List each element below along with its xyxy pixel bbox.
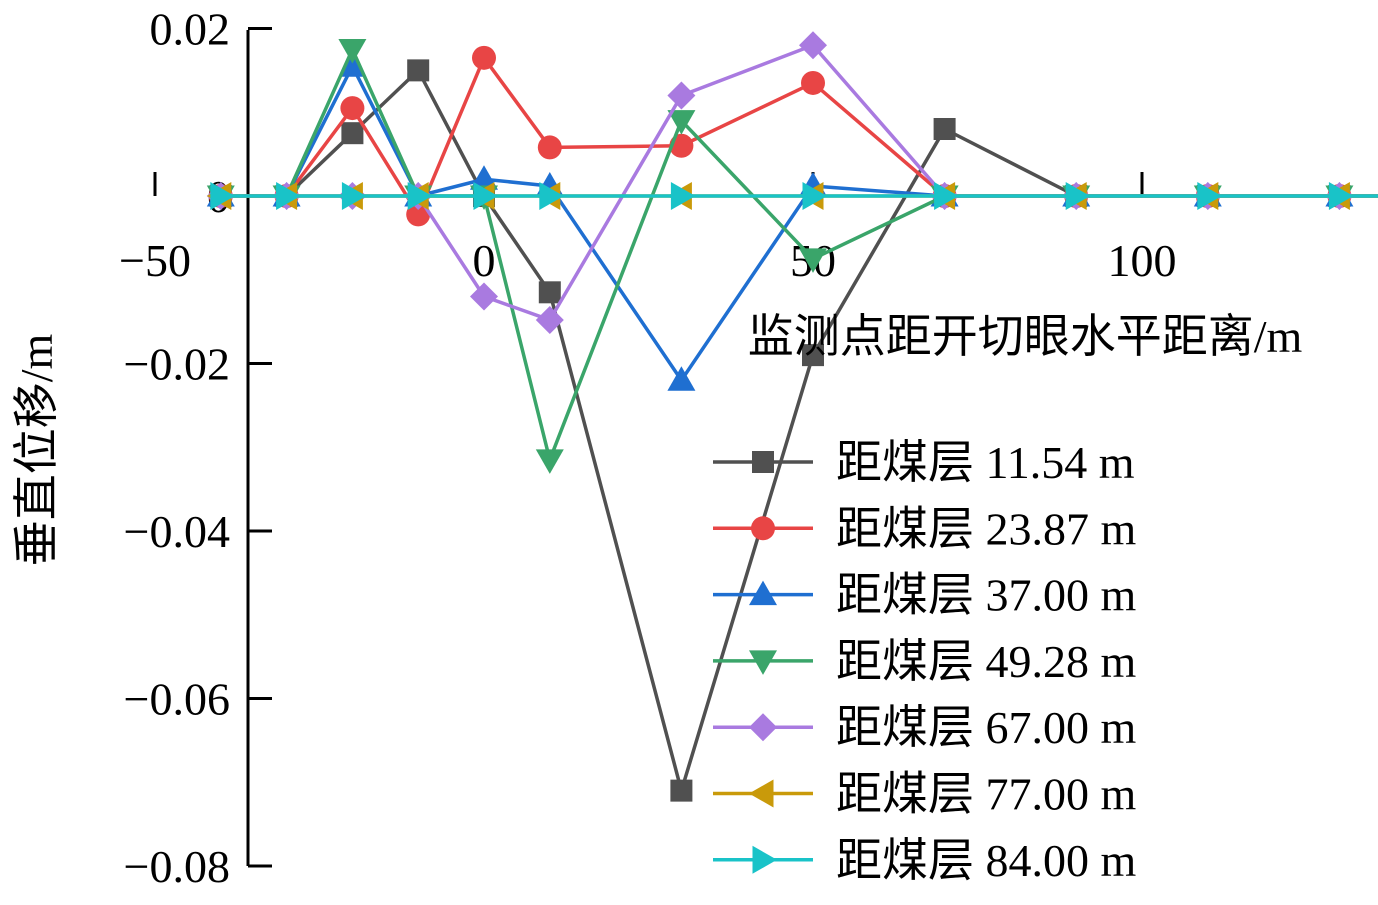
x-axis-label: 监测点距开切眼水平距离/m (748, 311, 1303, 362)
legend-swatch-marker (752, 451, 774, 473)
legend-item: 距煤层 11.54 m (713, 437, 1135, 488)
legend-label: 距煤层 67.00 m (836, 702, 1137, 753)
legend-label: 距煤层 49.28 m (836, 636, 1137, 687)
data-point (801, 70, 825, 95)
legend-swatch-marker (749, 580, 777, 606)
data-point (535, 305, 564, 334)
data-point (341, 122, 364, 145)
data-point (472, 45, 496, 70)
legend-swatch-marker (749, 713, 777, 742)
series-layer (206, 31, 1378, 802)
y-tick-label: −0.08 (124, 841, 230, 892)
data-point (276, 182, 301, 210)
legend-label: 距煤层 77.00 m (836, 769, 1137, 820)
data-point (340, 96, 365, 121)
data-point (538, 281, 561, 304)
data-point (802, 182, 827, 210)
legend-label: 距煤层 11.54 m (836, 437, 1135, 488)
legend-item: 距煤层 67.00 m (713, 702, 1137, 753)
data-point (802, 344, 824, 367)
data-point (934, 182, 959, 210)
axes: 0.020−0.02−0.04−0.06−0.08−50050100150200… (119, 4, 1312, 892)
x-tick-label: 0 (473, 235, 496, 286)
data-point (341, 182, 367, 210)
legend-swatch-marker (749, 650, 777, 675)
data-point (1328, 182, 1354, 210)
data-point (1065, 182, 1091, 210)
data-point (667, 366, 696, 391)
data-point (1197, 182, 1222, 210)
y-tick-label: 0.02 (150, 4, 231, 55)
legend: 距煤层 11.54 m 距煤层 23.87 m 距煤层 37.00 m 距煤层 49.… (713, 437, 1137, 886)
legend-label: 距煤层 23.87 m (836, 503, 1137, 554)
data-point (667, 110, 696, 135)
legend-item: 距煤层 84.00 m (713, 835, 1137, 886)
data-point (933, 118, 956, 140)
y-tick-label: −0.04 (124, 506, 230, 557)
data-point (210, 182, 235, 210)
data-point (667, 81, 696, 110)
data-point (470, 165, 498, 190)
data-point (338, 52, 367, 77)
data-point (670, 779, 693, 802)
y-axis-label: 垂直位移/m (11, 334, 62, 567)
legend-item: 距煤层 37.00 m (713, 570, 1137, 621)
legend-swatch-marker (752, 845, 777, 874)
data-point (407, 182, 433, 210)
legend-item: 距煤层 49.28 m (713, 636, 1137, 687)
data-point (406, 202, 431, 227)
legend-label: 距煤层 37.00 m (836, 570, 1137, 621)
data-point (338, 38, 367, 64)
series-5 (206, 31, 1378, 334)
data-point (473, 182, 498, 210)
data-point (537, 135, 562, 160)
data-point (539, 182, 564, 210)
x-tick-label: 100 (1108, 235, 1177, 286)
series-1 (209, 59, 1378, 802)
legend-item: 距煤层 77.00 m (713, 769, 1137, 820)
data-point (799, 31, 827, 60)
series-7 (210, 182, 1378, 210)
legend-item: 距煤层 23.87 m (713, 503, 1137, 554)
data-point (535, 449, 564, 474)
legend-swatch-marker (749, 779, 774, 808)
data-point (470, 282, 498, 311)
y-tick-label: −0.06 (124, 674, 230, 725)
data-point (670, 182, 696, 210)
x-tick-label: −50 (119, 235, 191, 286)
legend-label: 距煤层 84.00 m (836, 835, 1137, 886)
legend-swatch-marker (751, 516, 775, 541)
data-point (799, 248, 827, 273)
data-point (407, 59, 430, 82)
y-tick-label: −0.02 (124, 339, 230, 390)
